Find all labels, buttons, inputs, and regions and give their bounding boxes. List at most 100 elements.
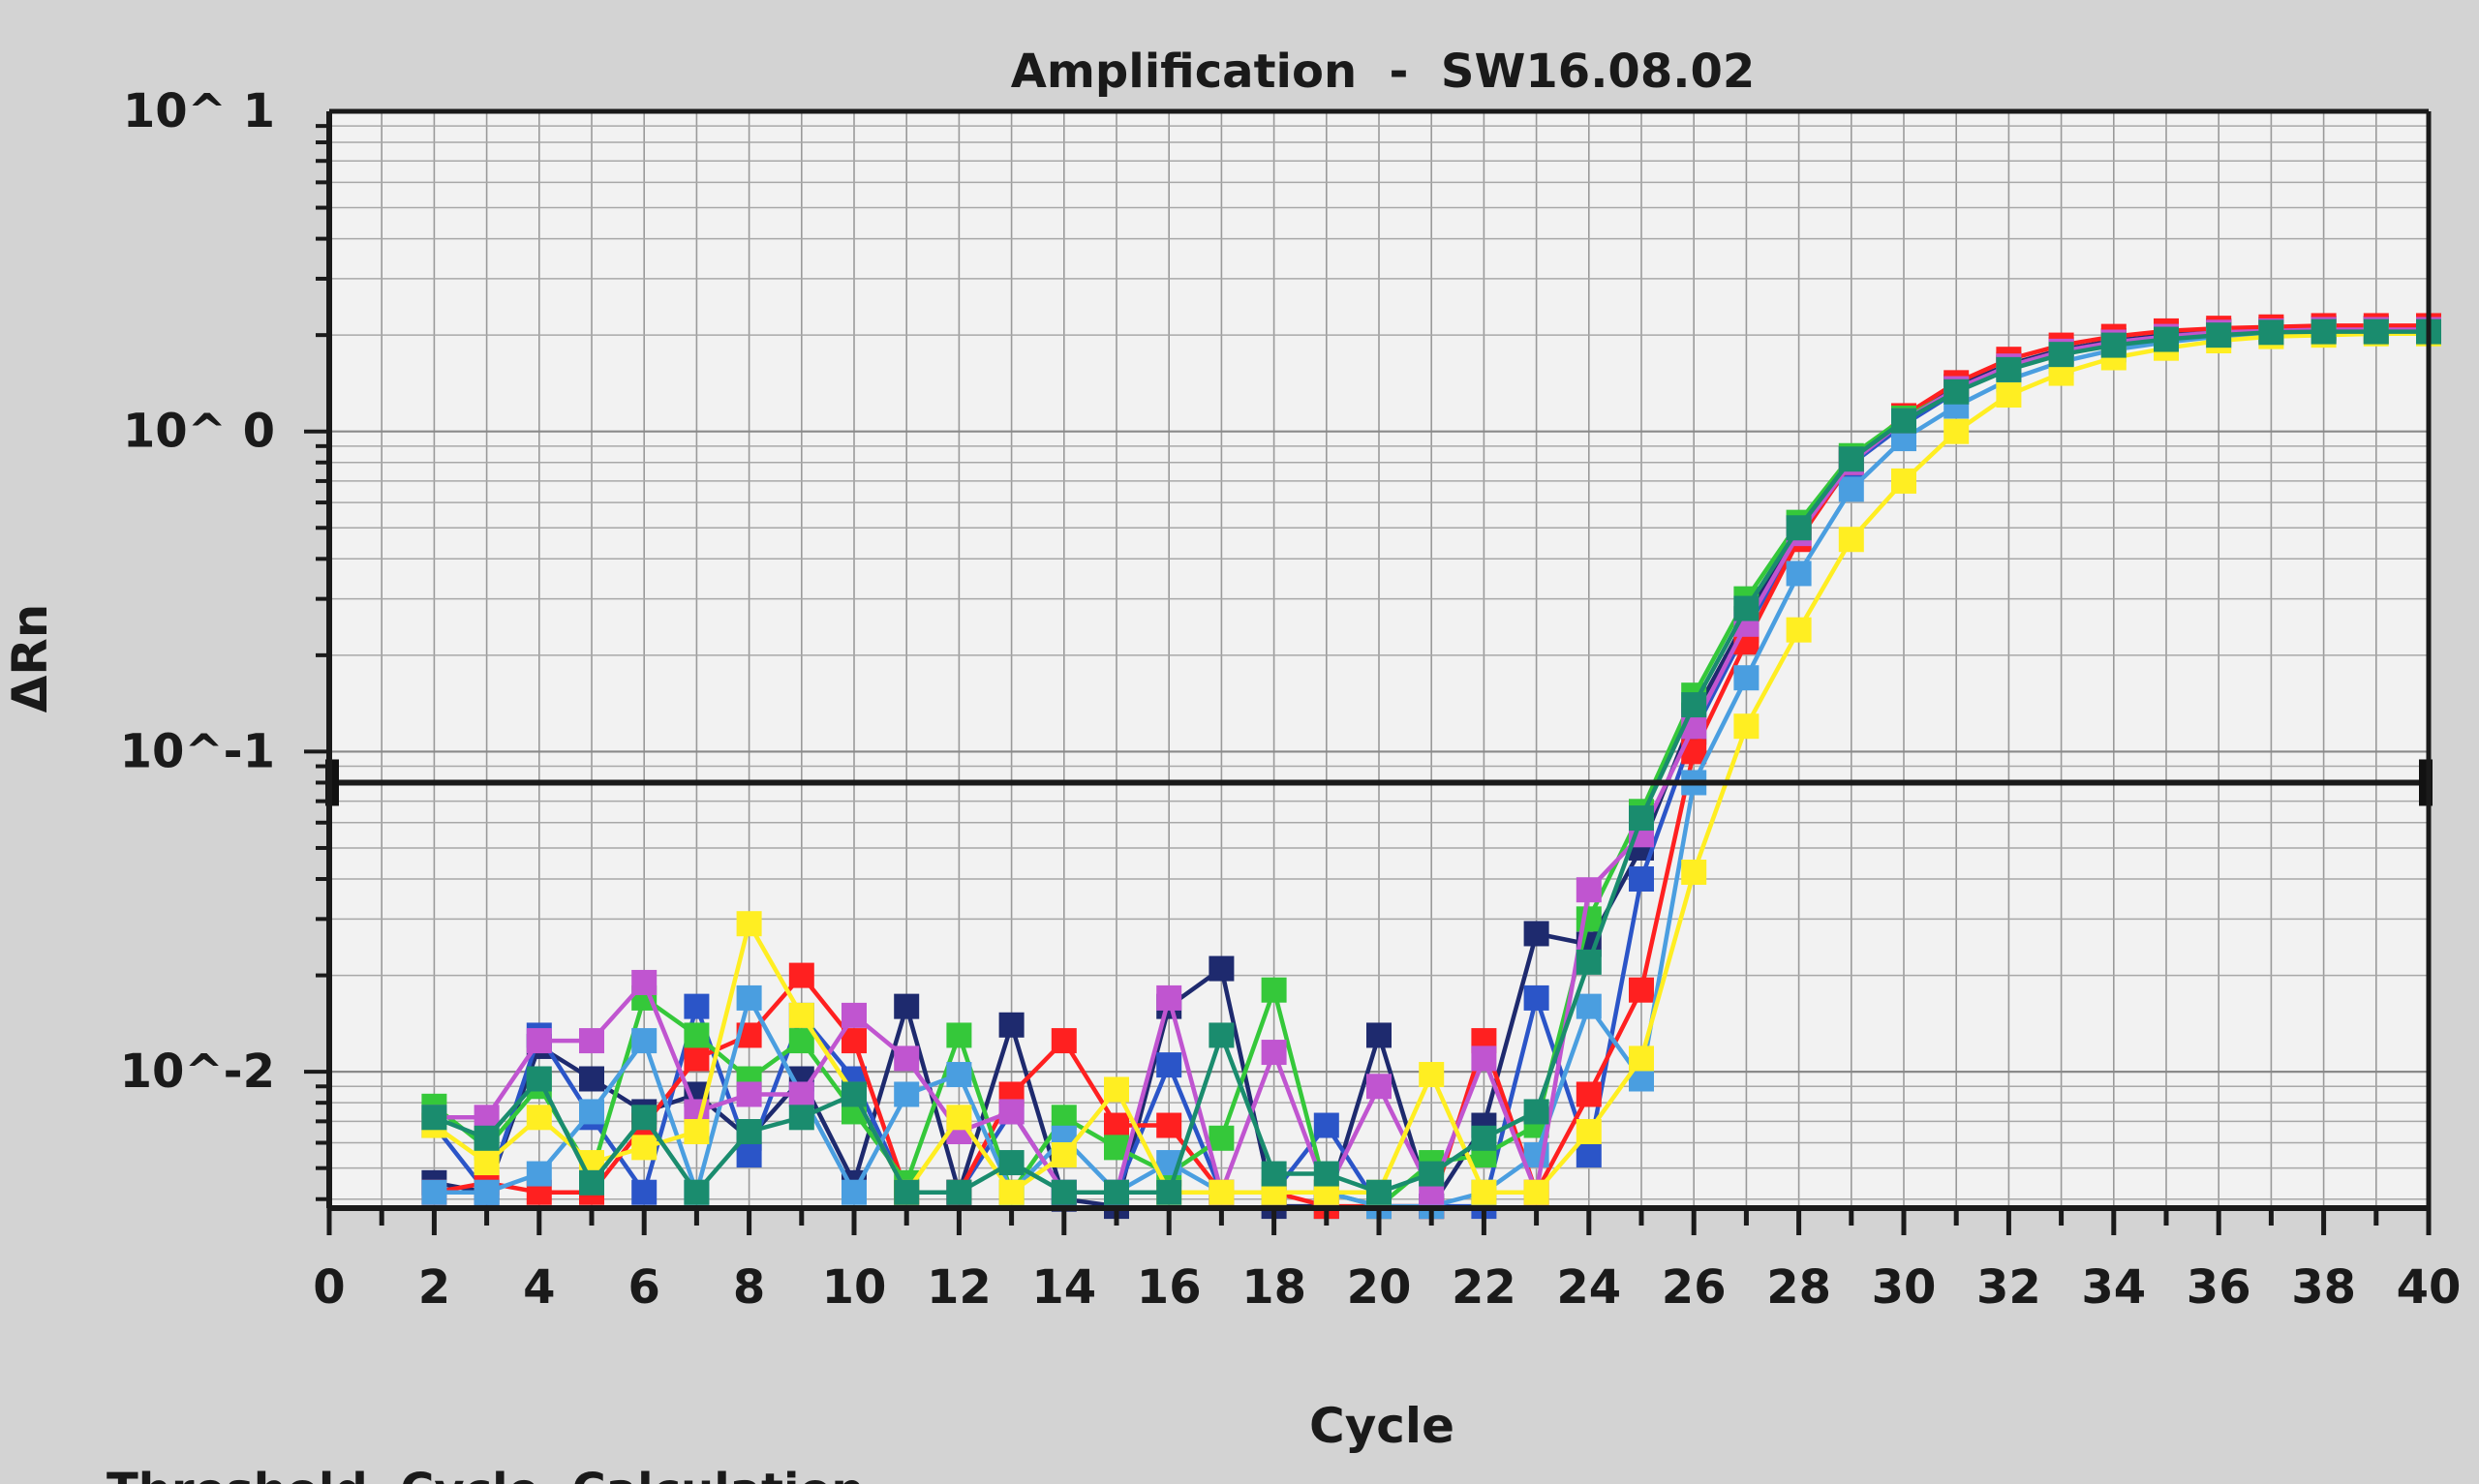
data-point <box>946 1105 972 1131</box>
y-tick-label: 10^-1 <box>120 724 275 778</box>
data-point <box>1576 993 1602 1019</box>
data-point <box>1786 617 1812 643</box>
data-point <box>684 1179 710 1205</box>
data-point <box>998 1179 1025 1205</box>
x-tick-label: 16 <box>1137 1260 1202 1315</box>
data-point <box>788 1002 814 1028</box>
x-tick-label: 6 <box>627 1260 659 1315</box>
data-point <box>842 1081 867 1107</box>
data-point <box>684 1022 710 1048</box>
data-point <box>684 1118 710 1144</box>
y-tick-label: 10^ 1 <box>123 84 275 138</box>
x-tick-label: 24 <box>1556 1260 1621 1315</box>
data-point <box>1104 1179 1129 1205</box>
x-tick-label: 14 <box>1031 1260 1096 1315</box>
data-point <box>474 1125 500 1151</box>
data-point <box>842 1028 867 1054</box>
data-point <box>2363 318 2389 345</box>
data-point <box>1733 713 1760 740</box>
data-point <box>1419 1161 1445 1187</box>
data-point <box>1366 1074 1392 1100</box>
data-point <box>946 1062 972 1088</box>
data-point <box>526 1161 552 1187</box>
data-point <box>788 1081 814 1107</box>
data-point <box>1891 468 1916 494</box>
data-point <box>1943 418 1970 444</box>
data-point <box>894 1045 920 1072</box>
data-point <box>1156 984 1182 1011</box>
data-point <box>1156 1112 1182 1138</box>
data-point <box>631 1135 658 1161</box>
data-point <box>1733 665 1760 691</box>
data-point <box>894 1081 920 1107</box>
x-tick-label: 38 <box>2291 1260 2356 1315</box>
data-point <box>1523 921 1549 947</box>
data-point <box>1943 379 1970 405</box>
data-point <box>1104 1112 1129 1138</box>
data-point <box>1104 1076 1129 1103</box>
data-point <box>2206 322 2232 348</box>
x-tick-label: 8 <box>733 1260 765 1315</box>
data-point <box>1366 1022 1392 1048</box>
data-point <box>2154 326 2179 352</box>
data-point <box>1051 1179 1077 1205</box>
data-point <box>1629 805 1654 832</box>
data-point <box>1838 476 1864 502</box>
data-point <box>474 1150 500 1176</box>
data-point <box>1471 1125 1497 1151</box>
data-point <box>894 1179 920 1205</box>
x-tick-label: 20 <box>1347 1260 1412 1315</box>
data-point <box>736 1081 762 1107</box>
data-point <box>526 1105 552 1131</box>
data-point <box>736 911 762 937</box>
data-point <box>2100 332 2127 358</box>
data-point <box>2048 342 2074 368</box>
x-tick-label: 34 <box>2081 1260 2146 1315</box>
data-point <box>736 984 762 1011</box>
data-point <box>684 993 710 1019</box>
data-point <box>2311 318 2337 345</box>
data-point <box>1209 1179 1235 1205</box>
data-point <box>631 969 658 995</box>
data-point <box>842 1002 867 1028</box>
y-axis-label: ΔRn <box>2 604 58 713</box>
data-point <box>1419 1062 1445 1088</box>
x-tick-label: 26 <box>1662 1260 1727 1315</box>
x-tick-label: 22 <box>1452 1260 1516 1315</box>
data-point <box>894 993 920 1019</box>
data-point <box>1576 1141 1602 1167</box>
data-series-8 <box>421 318 2441 1205</box>
data-point <box>1576 1118 1602 1144</box>
data-point <box>842 1179 867 1205</box>
x-tick-label: 0 <box>313 1260 345 1315</box>
data-point <box>1786 560 1812 587</box>
data-point <box>1576 1081 1602 1107</box>
data-point <box>946 1179 972 1205</box>
data-point <box>946 1022 972 1048</box>
data-point <box>579 1028 604 1054</box>
x-tick-label: 36 <box>2187 1260 2251 1315</box>
data-point <box>1523 1099 1549 1125</box>
x-tick-label: 32 <box>1976 1260 2041 1315</box>
data-point <box>1576 949 1602 975</box>
data-point <box>1261 1040 1287 1066</box>
data-point <box>1681 860 1707 886</box>
data-point <box>1838 527 1864 553</box>
data-point <box>736 1118 762 1144</box>
data-point <box>526 1066 552 1092</box>
data-point <box>1523 1179 1549 1205</box>
data-point <box>1366 1179 1392 1205</box>
data-point <box>1471 1045 1497 1072</box>
data-point <box>631 1179 658 1205</box>
chart-title: Amplification - SW16.08.02 <box>1011 45 1756 99</box>
data-point <box>579 1169 604 1196</box>
data-point <box>1209 955 1235 982</box>
data-point <box>998 1099 1025 1125</box>
data-point <box>1629 977 1654 1003</box>
data-point <box>998 1012 1025 1038</box>
data-point <box>1313 1161 1339 1187</box>
data-point <box>998 1150 1025 1176</box>
data-point <box>474 1179 500 1205</box>
data-point <box>1523 984 1549 1011</box>
